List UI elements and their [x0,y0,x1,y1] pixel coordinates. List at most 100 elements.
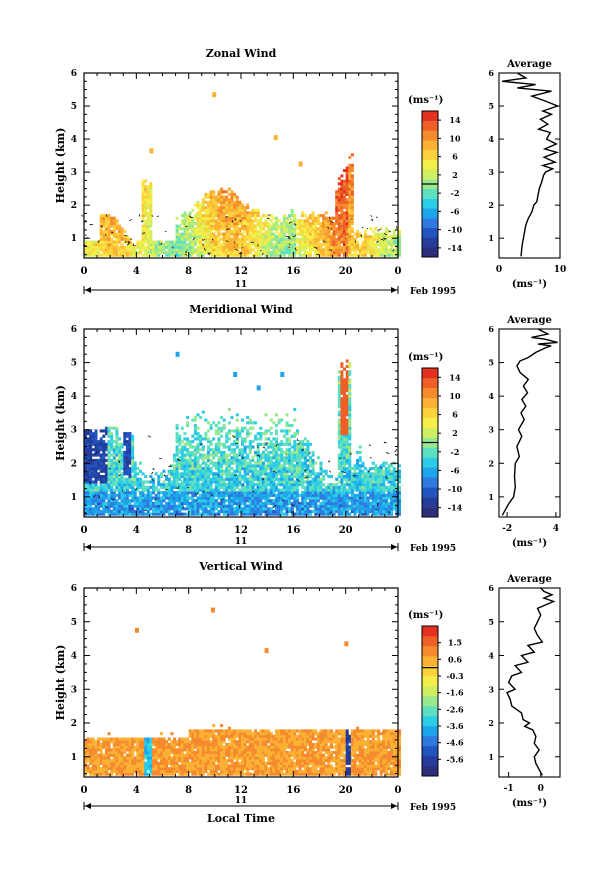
heatmap-cell [343,193,346,196]
heatmap-cell [278,243,281,246]
heatmap-cell [197,248,200,251]
heatmap-cell [220,188,223,191]
heatmap-cell [204,243,207,246]
heatmap-cell [293,217,296,220]
heatmap-cell [186,462,189,465]
heatmap-cell [317,475,320,478]
heatmap-cell [139,494,142,497]
heatmap-cell [343,451,346,454]
heatmap-cell [108,230,111,233]
heatmap-cell [377,507,380,510]
heatmap-cell [288,225,291,228]
heatmap-cell [110,437,113,440]
heatmap-cell [231,483,234,486]
heatmap-cell [280,451,283,454]
heatmap-cell [113,475,116,478]
heatmap-cell [327,497,330,500]
heatmap-cell [259,513,262,516]
heatmap-cell [335,497,338,500]
heatmap-cell [346,459,349,462]
heatmap-cell [309,214,312,217]
heatmap-cell [217,198,220,201]
heatmap-cell [272,238,275,241]
heatmap-cell [291,214,294,217]
heatmap-cell [233,243,236,246]
heatmap-cell [189,489,192,492]
heatmap-cell [338,196,341,199]
heatmap-cell [191,459,194,462]
heatmap-cell [183,486,186,489]
heatmap-cell [170,241,173,244]
heatmap-cell [241,478,244,481]
heatmap-cell [249,470,252,473]
heatmap-cell [335,201,338,204]
heatmap-cell [149,196,152,199]
heatmap-cell [288,437,291,440]
heatmap-cell [194,222,197,225]
heatmap-cell [152,241,155,244]
heatmap-cell [186,235,189,238]
heatmap-cell [197,233,200,236]
heatmap-cell [275,483,278,486]
heatmap-cell [369,248,372,251]
heatmap-cell [343,507,346,510]
heatmap-cell [220,416,223,419]
heatmap-cell [372,480,375,483]
day-label: 11 [235,280,248,290]
heatmap-cell [95,470,98,473]
heatmap-cell [210,478,213,481]
heatmap-cell [144,499,147,502]
heatmap-cell [262,480,265,483]
heatmap-cell [299,254,302,257]
heatmap-cell [270,227,273,230]
heatmap-cell [225,196,228,199]
heatmap-cell [217,214,220,217]
heatmap-cell [194,480,197,483]
heatmap-cell [139,478,142,481]
heatmap-cell [233,451,236,454]
heatmap-cell [327,251,330,254]
heatmap-cell [343,502,346,505]
heatmap-cell [246,505,249,508]
heatmap-cell [280,235,283,238]
heatmap-cell [220,475,223,478]
heatmap-cell [322,214,325,217]
heatmap-cell [236,222,239,225]
heatmap-cell [176,235,179,238]
heatmap-cell [390,486,393,489]
heatmap-cell [102,448,105,451]
heatmap-cell [228,246,231,249]
heatmap-cell [254,219,257,222]
heatmap-cell [265,251,268,254]
heatmap-cell [275,462,278,465]
heatmap-cell [346,432,349,435]
heatmap-cell [102,222,105,225]
heatmap-cell [189,227,192,230]
heatmap-cell [215,235,218,238]
heatmap-cell [241,459,244,462]
colorbar-swatch [422,111,438,121]
heatmap-cell [236,499,239,502]
heatmap-cell [105,230,108,233]
heatmap-cell [236,494,239,497]
heatmap-cell [265,486,268,489]
heatmap-cell [126,251,129,254]
heatmap-cell [367,235,370,238]
heatmap-cell [191,225,194,228]
heatmap-cell [147,217,150,220]
heatmap-cell [181,464,184,467]
heatmap-cell [346,462,349,465]
heatmap-cell [346,470,349,473]
heatmap-cell [291,486,294,489]
heatmap-cell [320,227,323,230]
heatmap-cell [270,243,273,246]
heatmap-cell [372,235,375,238]
heatmap-cell [110,219,113,222]
heatmap-cell [325,211,328,214]
heatmap-cell [338,188,341,191]
heatmap-cell [183,222,186,225]
heatmap-cell [340,241,343,244]
heatmap-cell [233,429,236,432]
heatmap-cell [367,246,370,249]
